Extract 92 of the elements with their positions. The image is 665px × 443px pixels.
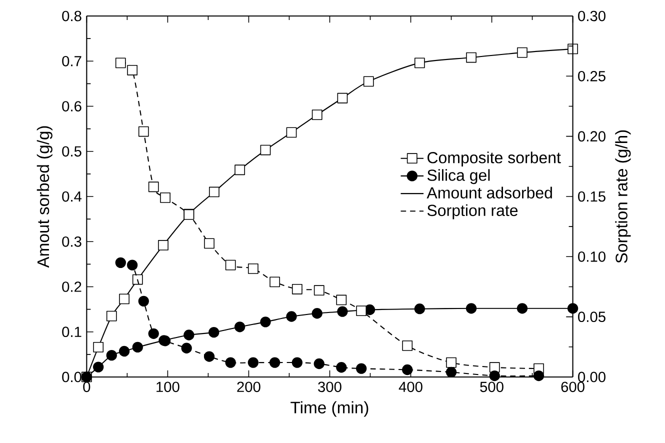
y-tick-label: 0.6 bbox=[62, 101, 82, 112]
x-axis-title: Time (min) bbox=[290, 401, 368, 417]
point bbox=[115, 257, 126, 268]
y-tick-label: 0.0 bbox=[62, 372, 82, 382]
point bbox=[516, 303, 528, 314]
point bbox=[158, 240, 168, 250]
point bbox=[292, 284, 302, 294]
point bbox=[106, 350, 117, 361]
point bbox=[363, 76, 374, 87]
point bbox=[402, 364, 413, 376]
point bbox=[336, 294, 347, 306]
point bbox=[337, 92, 348, 104]
y-tick-label: 0.3 bbox=[62, 236, 82, 247]
point bbox=[286, 311, 297, 322]
point bbox=[118, 346, 130, 357]
y2-tick-label: 0.00 bbox=[578, 372, 606, 382]
point bbox=[466, 303, 477, 314]
legend-label: Silica gel bbox=[427, 169, 490, 184]
point bbox=[132, 342, 143, 353]
point bbox=[489, 370, 500, 382]
point bbox=[269, 357, 280, 368]
y2-tick-label: 0.10 bbox=[578, 251, 606, 262]
point bbox=[225, 260, 236, 270]
point bbox=[314, 285, 324, 296]
point bbox=[234, 164, 246, 176]
point bbox=[356, 363, 367, 374]
point bbox=[208, 326, 220, 338]
x-tick-label: 100 bbox=[156, 382, 180, 392]
point bbox=[337, 306, 348, 317]
x-tick-label: 200 bbox=[237, 382, 260, 392]
point bbox=[209, 186, 220, 198]
point bbox=[138, 126, 149, 137]
point bbox=[356, 306, 367, 316]
point bbox=[248, 357, 259, 368]
annotation: Sorption rate bbox=[427, 204, 518, 220]
point bbox=[446, 357, 456, 368]
point bbox=[148, 328, 159, 339]
point bbox=[533, 370, 544, 382]
y2-tick-label: 0.15 bbox=[578, 191, 606, 202]
point bbox=[132, 274, 143, 285]
y-tick-label: 0.5 bbox=[62, 146, 82, 157]
point bbox=[138, 296, 149, 307]
point bbox=[260, 316, 271, 328]
y-tick-label: 0.1 bbox=[62, 326, 82, 338]
y-tick-label: 0.2 bbox=[62, 282, 82, 292]
point bbox=[248, 263, 258, 274]
point bbox=[181, 342, 192, 354]
point bbox=[204, 351, 215, 362]
y2-tick-label: 0.20 bbox=[578, 131, 606, 142]
y-tick-label: 0.4 bbox=[62, 191, 82, 202]
point bbox=[312, 308, 322, 319]
point bbox=[489, 362, 500, 373]
x-tick-label: 500 bbox=[480, 382, 504, 392]
annotation: Amount adsorbed bbox=[426, 186, 552, 198]
point bbox=[126, 260, 138, 270]
point bbox=[93, 362, 104, 372]
x-tick-label: 400 bbox=[398, 382, 422, 392]
legend-label: Composite sorbent bbox=[428, 152, 561, 166]
point bbox=[270, 276, 280, 288]
y-tick-label: 0.8 bbox=[62, 10, 82, 22]
point bbox=[292, 357, 302, 368]
point bbox=[184, 330, 194, 340]
point bbox=[414, 304, 425, 314]
y2-axis-title: Sorption rate (g/h) bbox=[615, 130, 631, 263]
x-tick-label: 300 bbox=[318, 382, 342, 392]
x-tick-label: 600 bbox=[561, 382, 584, 392]
point bbox=[127, 64, 138, 76]
point bbox=[148, 182, 159, 192]
x-tick-label: 0 bbox=[83, 382, 90, 392]
point bbox=[225, 357, 236, 368]
y2-tick-label: 0.30 bbox=[578, 10, 606, 22]
y2-tick-label: 0.05 bbox=[578, 312, 606, 322]
point bbox=[402, 340, 413, 351]
y2-tick-label: 0.25 bbox=[578, 70, 606, 82]
point bbox=[115, 58, 126, 68]
y-axis-title: Amout sorbed (g/g) bbox=[36, 126, 52, 268]
point bbox=[160, 192, 170, 203]
point bbox=[466, 52, 476, 63]
point bbox=[336, 362, 347, 373]
point bbox=[106, 310, 117, 322]
point bbox=[314, 358, 324, 370]
point bbox=[414, 58, 425, 68]
y-tick-label: 0.7 bbox=[62, 56, 82, 66]
point bbox=[119, 294, 130, 304]
point bbox=[517, 47, 528, 58]
point bbox=[93, 342, 104, 352]
point bbox=[204, 238, 214, 249]
point bbox=[312, 110, 322, 120]
point bbox=[234, 322, 246, 332]
point bbox=[286, 127, 297, 138]
point bbox=[446, 366, 457, 378]
point bbox=[260, 144, 271, 156]
